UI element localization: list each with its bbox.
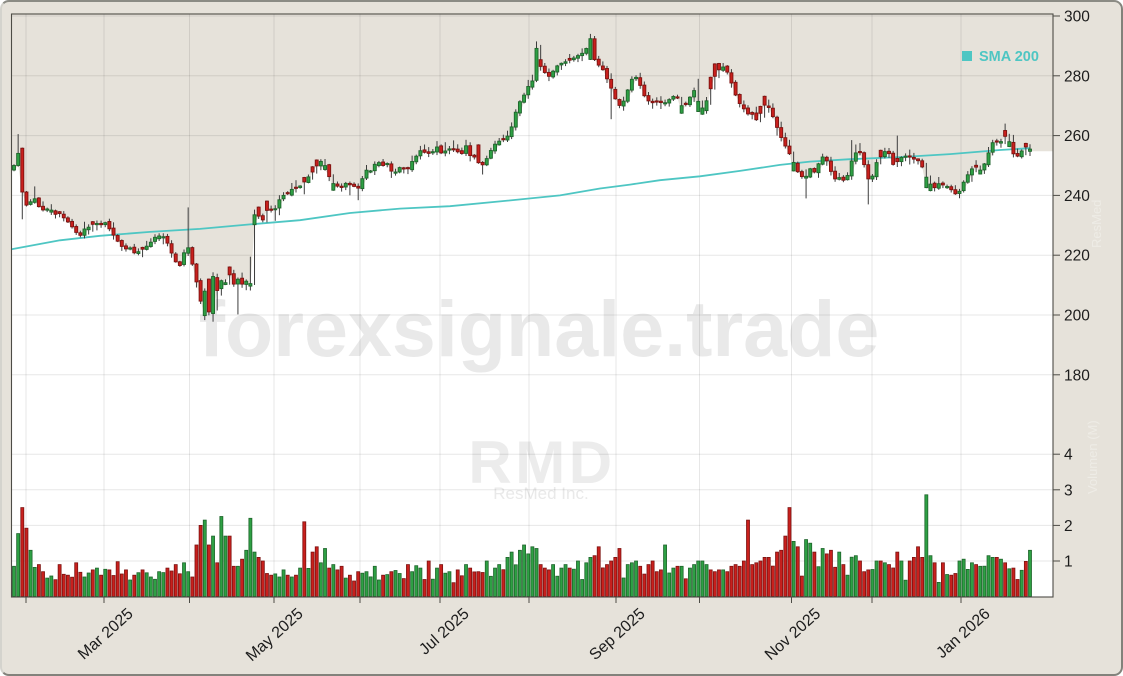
- svg-text:forexsignale.trade: forexsignale.trade: [199, 284, 880, 373]
- svg-text:1: 1: [1064, 554, 1073, 571]
- svg-text:180: 180: [1064, 367, 1090, 384]
- svg-text:240: 240: [1064, 188, 1090, 205]
- svg-text:260: 260: [1064, 128, 1090, 145]
- svg-text:4: 4: [1064, 447, 1073, 464]
- svg-text:Jan 2026: Jan 2026: [933, 605, 993, 662]
- svg-text:RMD: RMD: [468, 429, 615, 496]
- svg-text:ResMed: ResMed: [1089, 200, 1104, 248]
- svg-text:Volumen (M): Volumen (M): [1085, 420, 1100, 494]
- svg-text:Jul 2025: Jul 2025: [416, 605, 472, 658]
- svg-text:280: 280: [1064, 68, 1090, 85]
- svg-text:200: 200: [1064, 308, 1090, 325]
- svg-text:220: 220: [1064, 248, 1090, 265]
- svg-text:May 2025: May 2025: [243, 605, 307, 665]
- svg-text:Nov 2025: Nov 2025: [762, 605, 824, 664]
- svg-text:3: 3: [1064, 482, 1073, 499]
- svg-text:Mar 2025: Mar 2025: [75, 605, 137, 663]
- svg-text:SMA 200: SMA 200: [979, 49, 1039, 65]
- svg-text:2: 2: [1064, 518, 1073, 535]
- svg-text:ResMed Inc.: ResMed Inc.: [493, 484, 588, 503]
- svg-text:300: 300: [1064, 9, 1090, 26]
- svg-text:Sep 2025: Sep 2025: [586, 605, 648, 664]
